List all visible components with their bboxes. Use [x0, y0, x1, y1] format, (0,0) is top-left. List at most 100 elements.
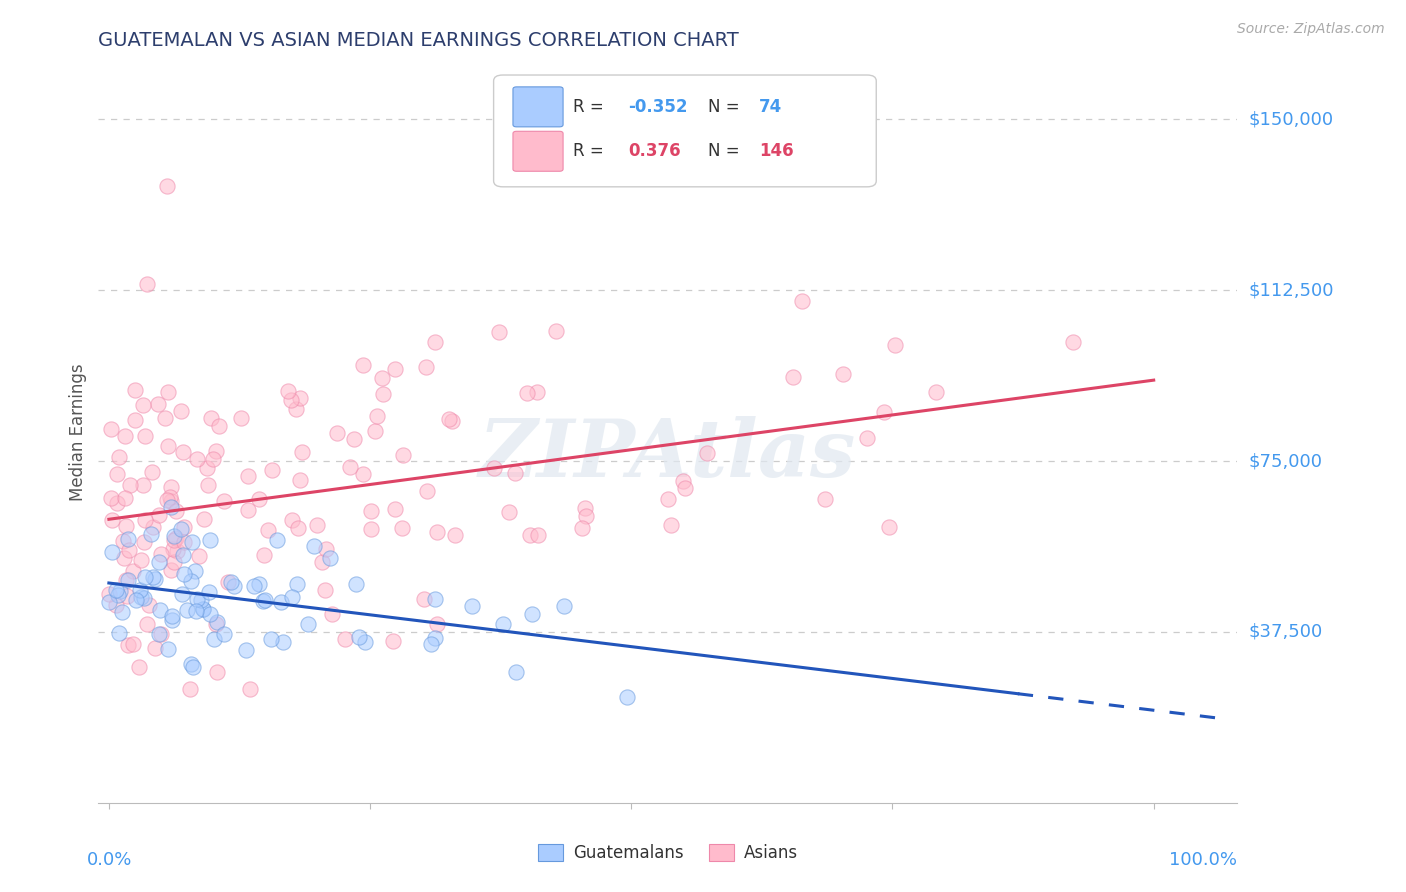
Point — [170, 403, 193, 417]
Text: 0.0%: 0.0% — [87, 851, 132, 869]
Point — [112, 551, 135, 566]
Point — [101, 545, 124, 559]
Point — [105, 467, 128, 481]
Point — [117, 532, 139, 546]
Point — [288, 391, 311, 405]
Point — [352, 358, 374, 372]
Point — [205, 444, 228, 458]
Point — [141, 465, 163, 479]
Point — [97, 587, 120, 601]
Point — [129, 553, 152, 567]
Point — [461, 599, 484, 614]
Point — [498, 505, 520, 519]
Point — [553, 599, 575, 613]
Point — [262, 463, 284, 477]
Point — [344, 576, 367, 591]
Text: $75,000: $75,000 — [1249, 452, 1323, 470]
Point — [100, 422, 122, 436]
Point — [159, 500, 181, 514]
Point — [120, 477, 142, 491]
Point — [235, 643, 257, 657]
Text: GUATEMALAN VS ASIAN MEDIAN EARNINGS CORRELATION CHART: GUATEMALAN VS ASIAN MEDIAN EARNINGS CORR… — [98, 30, 740, 50]
FancyBboxPatch shape — [513, 87, 562, 127]
Point — [117, 638, 139, 652]
Point — [136, 617, 159, 632]
Point — [114, 491, 136, 505]
Point — [190, 593, 212, 607]
Point — [172, 548, 194, 562]
Point — [156, 385, 179, 400]
Point — [443, 528, 465, 542]
Point — [184, 604, 207, 618]
Point — [148, 555, 170, 569]
Point — [831, 368, 853, 382]
Point — [162, 541, 184, 556]
Point — [181, 660, 204, 674]
Point — [544, 324, 567, 338]
Point — [146, 396, 169, 410]
Text: 146: 146 — [759, 143, 793, 161]
Point — [134, 591, 156, 605]
Point — [305, 517, 328, 532]
Point — [150, 627, 173, 641]
Point — [659, 518, 682, 533]
Point — [159, 491, 181, 505]
Point — [492, 617, 515, 632]
Point — [260, 632, 283, 646]
Text: 74: 74 — [759, 98, 782, 116]
Point — [148, 508, 170, 522]
Legend: Guatemalans, Asians: Guatemalans, Asians — [531, 837, 804, 869]
Text: N =: N = — [707, 98, 745, 116]
Point — [392, 448, 415, 462]
Point — [273, 635, 295, 649]
Text: ZIPAtlas: ZIPAtlas — [479, 416, 856, 493]
Point — [527, 527, 550, 541]
Point — [343, 432, 366, 446]
Point — [856, 431, 879, 445]
Point — [163, 555, 186, 569]
Point — [319, 551, 342, 566]
Point — [98, 595, 121, 609]
Point — [526, 384, 548, 399]
Point — [364, 424, 387, 438]
Point — [426, 524, 449, 539]
Text: $112,500: $112,500 — [1249, 281, 1334, 299]
Point — [382, 633, 405, 648]
Point — [207, 419, 229, 434]
Point — [287, 521, 309, 535]
Point — [321, 607, 343, 621]
Point — [105, 599, 128, 613]
Point — [134, 569, 156, 583]
Point — [155, 411, 177, 425]
Point — [384, 362, 406, 376]
Point — [280, 513, 302, 527]
Point — [519, 528, 541, 542]
Point — [425, 334, 447, 349]
Point — [172, 445, 194, 459]
Point — [657, 492, 679, 507]
Point — [193, 511, 215, 525]
Point — [333, 632, 356, 646]
Point — [505, 665, 527, 680]
Point — [170, 587, 193, 601]
Point — [129, 583, 152, 598]
FancyBboxPatch shape — [494, 75, 876, 186]
Point — [111, 606, 134, 620]
Point — [135, 277, 157, 291]
Point — [141, 526, 163, 541]
Point — [326, 426, 349, 441]
Point — [121, 637, 143, 651]
Point — [239, 681, 262, 696]
Point — [179, 681, 201, 696]
Point — [219, 575, 242, 590]
Point — [415, 360, 437, 375]
Point — [217, 574, 239, 589]
Point — [247, 576, 270, 591]
Point — [277, 384, 299, 398]
Point — [160, 480, 183, 494]
Point — [162, 533, 184, 547]
Text: 100.0%: 100.0% — [1170, 851, 1237, 869]
Point — [148, 626, 170, 640]
Point — [482, 461, 505, 475]
Point — [575, 508, 598, 523]
